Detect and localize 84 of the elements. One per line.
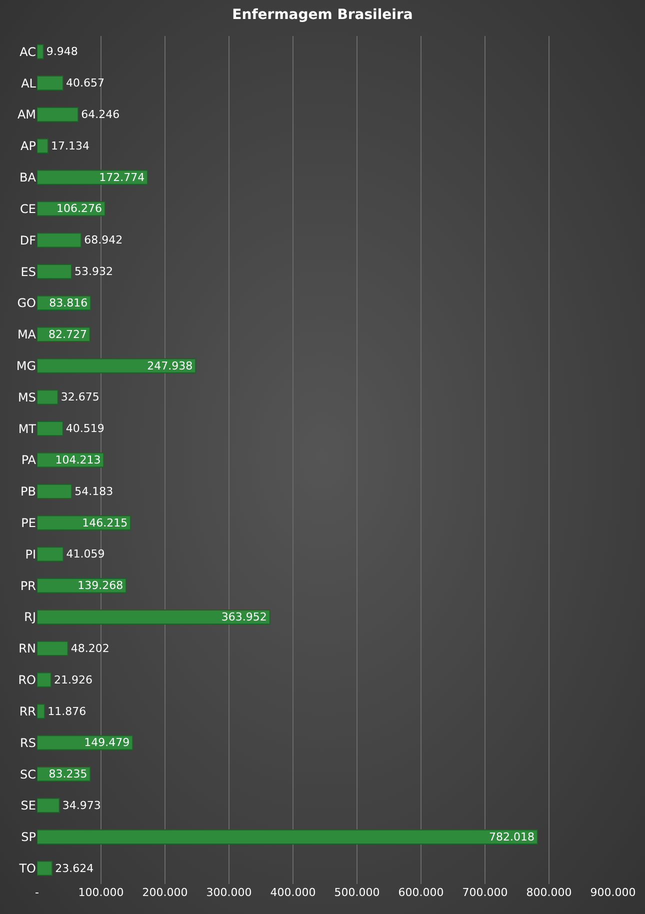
y-tick-label: TO (18, 862, 36, 876)
data-label: 54.183 (74, 484, 114, 498)
data-label: 48.202 (70, 642, 110, 655)
data-label: 104.213 (55, 454, 101, 466)
y-tick-label: MT (18, 422, 37, 436)
data-label: 40.519 (66, 422, 104, 436)
bar (37, 860, 53, 876)
bar (37, 421, 64, 436)
chart-title: Enfermagem Brasileira (232, 6, 413, 23)
x-tick-label: 600.000 (398, 886, 444, 899)
data-label: 83.816 (49, 296, 88, 310)
bar (37, 704, 46, 719)
y-tick-label: RR (19, 704, 36, 718)
y-tick-label: SC (20, 767, 36, 782)
y-tick-label: RS (20, 736, 36, 750)
y-tick-label: PB (20, 484, 36, 499)
x-tick-label: 400.000 (270, 886, 316, 899)
y-tick-label: PA (21, 453, 37, 468)
y-tick-label: BA (20, 170, 37, 185)
data-label: 172.774 (99, 170, 145, 184)
y-tick-label: AM (17, 108, 36, 122)
data-label: 53.932 (74, 265, 114, 278)
bar (37, 138, 48, 154)
y-tick-label: CE (20, 202, 36, 216)
x-tick-label: - (35, 886, 40, 899)
bar (37, 44, 44, 60)
y-tick-label: RJ (24, 610, 36, 624)
bar (37, 264, 72, 280)
y-tick-label: GO (17, 296, 36, 310)
y-tick-label: AL (21, 76, 36, 90)
y-tick-label: AP (20, 139, 36, 154)
data-label: 68.942 (84, 234, 123, 247)
y-tick-label: PE (21, 516, 36, 530)
bar (37, 358, 196, 374)
data-label: 149.479 (84, 736, 130, 750)
bar (37, 829, 538, 844)
y-tick-label: PI (25, 547, 36, 562)
bar (37, 609, 270, 625)
data-label: 139.268 (78, 579, 124, 592)
data-label: 41.059 (66, 548, 105, 561)
y-tick-label: MG (16, 358, 36, 373)
x-tick-label: 900.000 (590, 886, 636, 899)
y-tick-label: AC (20, 44, 36, 59)
x-tick-label: 700.000 (462, 886, 508, 899)
bar (37, 106, 79, 122)
y-tick-label: RN (18, 642, 36, 656)
bar (37, 76, 64, 91)
bar (37, 390, 58, 405)
data-label: 782.018 (488, 830, 534, 844)
x-tick-label: 200.000 (142, 886, 188, 899)
y-tick-label: MA (17, 328, 37, 342)
y-tick-label: SP (21, 830, 36, 844)
data-label: 82.727 (48, 328, 87, 341)
data-label: 64.246 (81, 108, 120, 122)
y-tick-label: RO (18, 673, 36, 688)
y-tick-label: ES (20, 264, 36, 279)
data-label: 34.973 (62, 798, 101, 812)
bar (37, 232, 82, 248)
data-label: 247.938 (147, 359, 193, 372)
data-label: 363.952 (221, 610, 267, 624)
x-tick-label: 100.000 (78, 886, 124, 899)
data-label: 32.675 (60, 390, 100, 404)
y-tick-label: DF (20, 233, 36, 248)
data-label: 40.657 (66, 76, 105, 90)
bar (37, 798, 60, 814)
data-label: 146.215 (82, 516, 128, 530)
x-tick-label: 300.000 (206, 886, 252, 899)
bar (37, 484, 72, 499)
bar (37, 672, 52, 688)
data-label: 17.134 (50, 139, 90, 152)
data-label: 83.235 (48, 768, 88, 781)
data-label: 23.624 (55, 862, 94, 875)
bar (37, 170, 148, 185)
data-label: 11.876 (48, 704, 86, 718)
y-tick-label: MS (18, 390, 36, 404)
x-tick-label: 800.000 (526, 886, 572, 899)
data-label: 21.926 (54, 673, 93, 686)
bar (37, 546, 64, 562)
y-tick-label: SE (20, 798, 36, 813)
y-tick-label: PR (20, 578, 36, 593)
data-label: 106.276 (56, 202, 102, 216)
bar (37, 640, 68, 656)
data-label: 9.948 (46, 45, 78, 58)
x-tick-label: 500.000 (334, 886, 380, 899)
